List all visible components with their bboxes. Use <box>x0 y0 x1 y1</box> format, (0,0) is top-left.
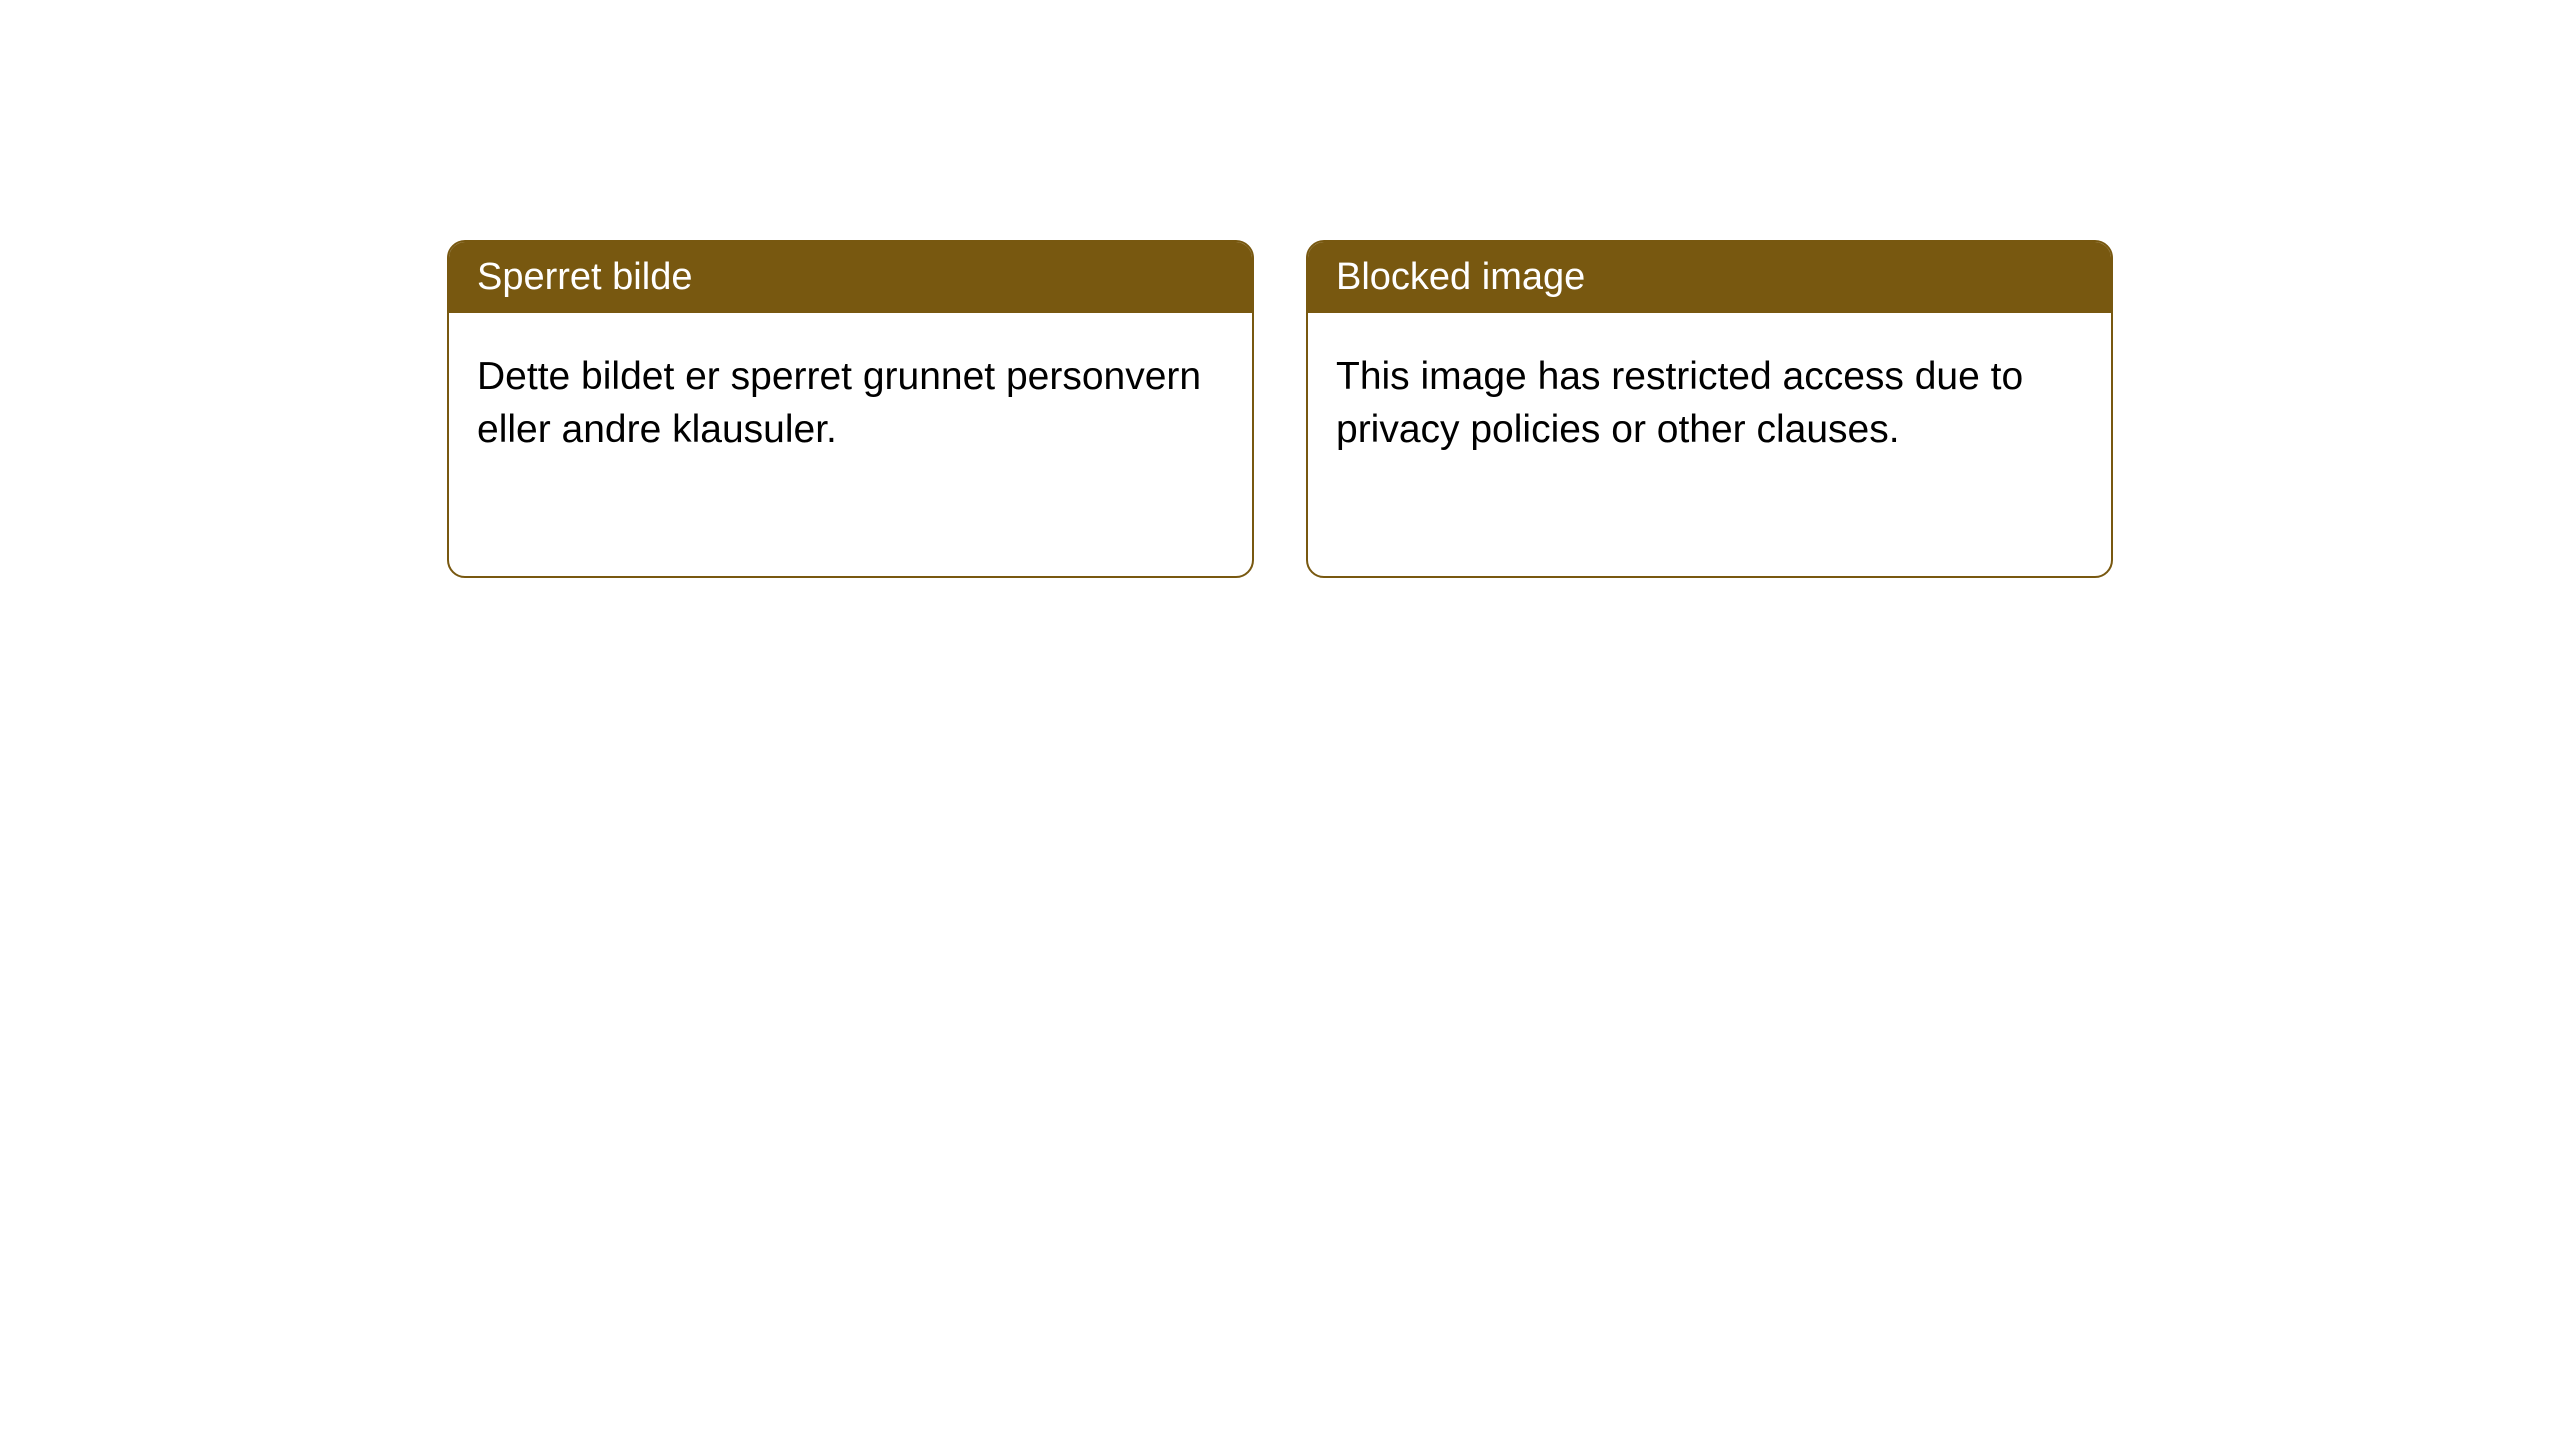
notice-card-body: This image has restricted access due to … <box>1308 313 2111 494</box>
notice-card-norwegian: Sperret bilde Dette bildet er sperret gr… <box>447 240 1254 578</box>
notice-container: Sperret bilde Dette bildet er sperret gr… <box>447 240 2113 578</box>
notice-card-title: Sperret bilde <box>449 242 1252 313</box>
notice-card-english: Blocked image This image has restricted … <box>1306 240 2113 578</box>
notice-card-body: Dette bildet er sperret grunnet personve… <box>449 313 1252 494</box>
notice-card-title: Blocked image <box>1308 242 2111 313</box>
